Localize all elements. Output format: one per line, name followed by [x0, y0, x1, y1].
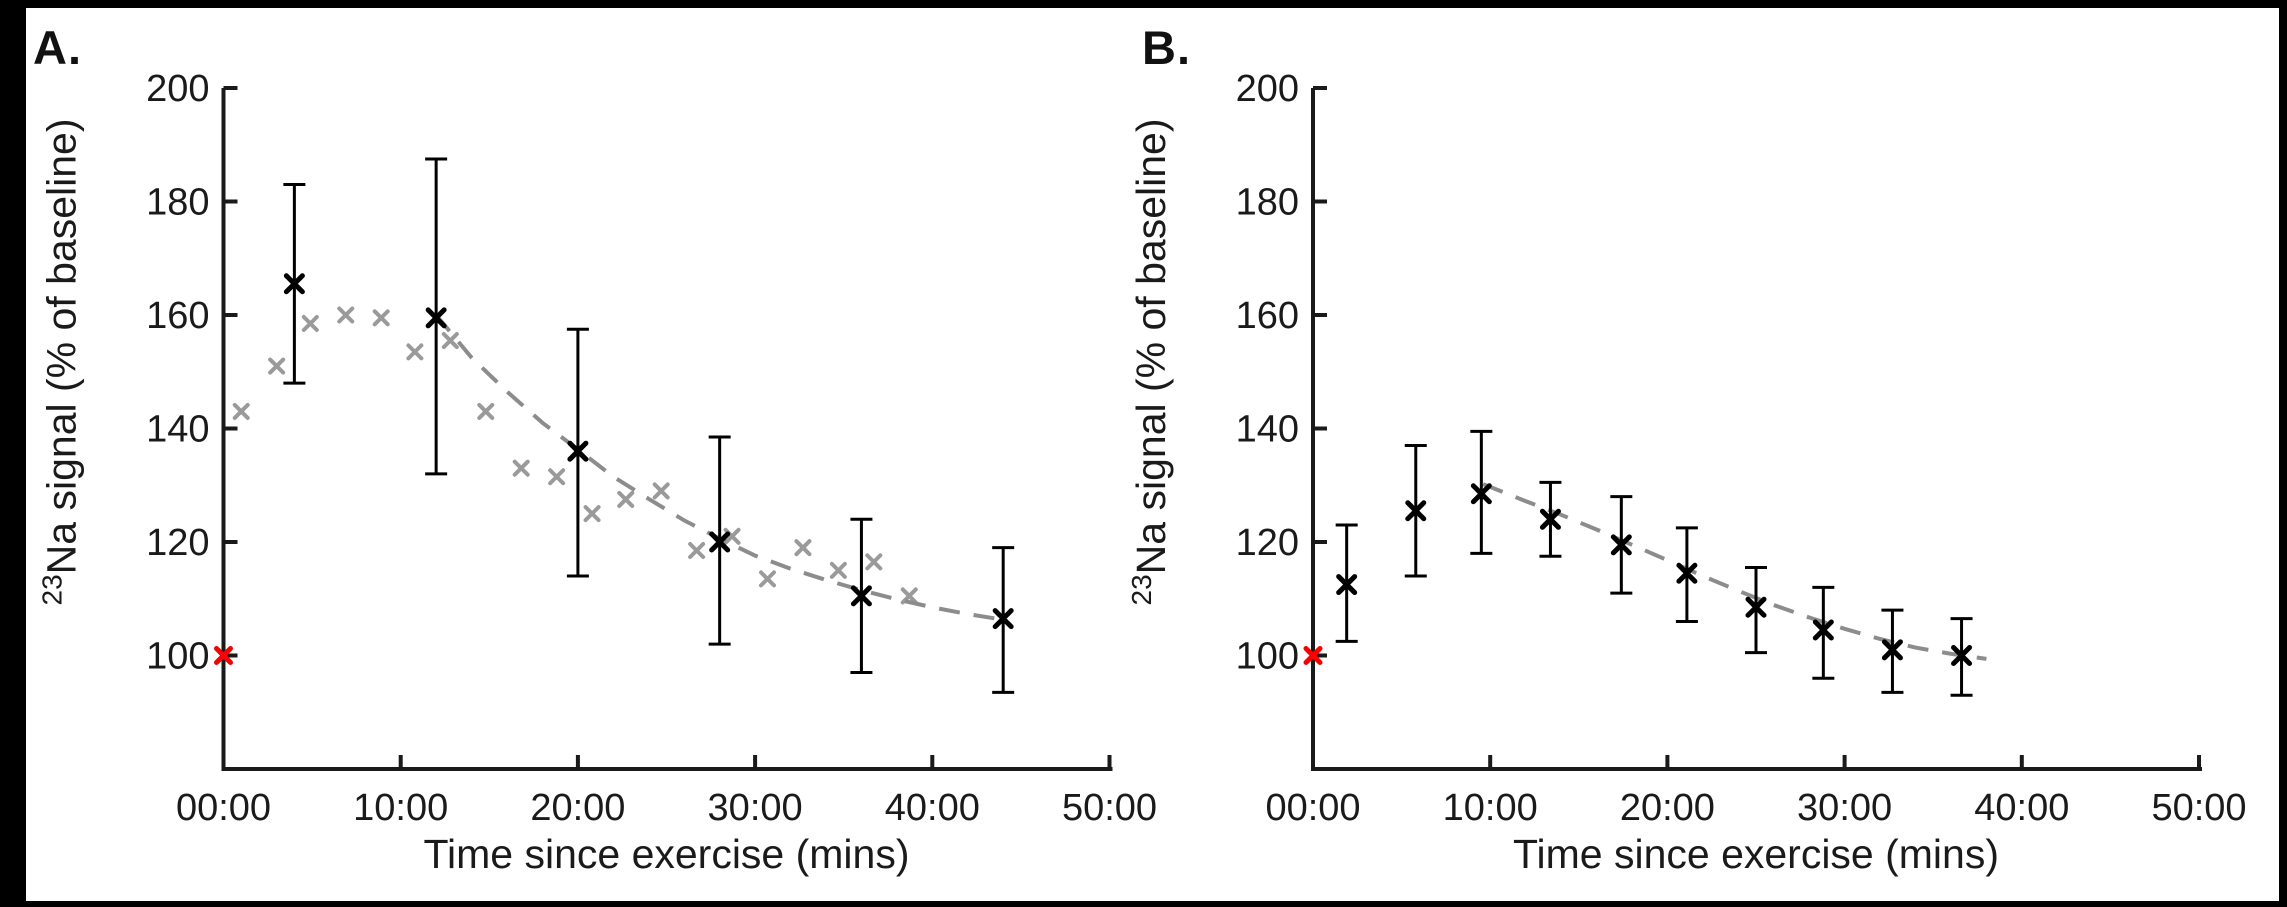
individual-scan-marker: [829, 561, 847, 579]
x-tick-label: 10:00: [353, 787, 448, 829]
mean-marker: [1610, 534, 1632, 556]
individual-scan-marker: [652, 482, 670, 500]
individual-scan-marker: [759, 570, 777, 588]
individual-scan-marker: [477, 402, 495, 420]
mean-marker: [1951, 645, 1973, 666]
y-tick-label: 200: [1236, 68, 1299, 110]
mean-marker: [1405, 500, 1427, 522]
individual-scan-marker: [617, 490, 635, 508]
x-tick-label: 00:00: [1265, 787, 1360, 829]
individual-scan-marker: [688, 542, 706, 560]
mean-marker: [1881, 639, 1903, 661]
panel-b-label: B.: [1142, 21, 1191, 74]
mean-marker: [425, 307, 447, 329]
mean-marker: [1539, 508, 1561, 530]
mean-marker: [1470, 483, 1492, 505]
x-axis-label: Time since exercise (mins): [423, 831, 909, 877]
panel-b: 100 120 140 160 180 200 00:00 10:00 20:00 30:00 40…: [1126, 68, 2247, 877]
y-tick-label: 120: [146, 522, 209, 564]
individual-scan-marker: [865, 553, 883, 571]
individual-scan-marker: [794, 539, 812, 557]
x-tick-label: 40:00: [1974, 787, 2069, 829]
individual-scan-marker: [337, 306, 355, 324]
individual-scan-marker: [372, 309, 390, 327]
figure-background: [26, 8, 2279, 901]
panel-a-label: A.: [33, 21, 82, 74]
individual-scan-marker: [232, 402, 250, 420]
individual-scan-marker: [548, 468, 566, 486]
y-tick-label: 200: [146, 68, 209, 110]
individual-scan-marker: [900, 587, 918, 605]
y-tick-label: 100: [146, 636, 209, 678]
x-tick-label: 10:00: [1443, 787, 1538, 829]
mean-marker: [1745, 596, 1767, 618]
y-tick-label: 140: [1236, 409, 1299, 451]
x-tick-label: 50:00: [2151, 787, 2246, 829]
mean-marker: [709, 531, 731, 553]
x-axis-label: Time since exercise (mins): [1513, 831, 1999, 877]
mean-marker: [1812, 619, 1834, 641]
x-tick-label: 50:00: [1062, 787, 1157, 829]
x-tick-label: 30:00: [708, 787, 803, 829]
individual-scan-marker: [406, 343, 424, 361]
panel-a: 100 120 140 160 180 200 00:00 10:00 20:00 30:00 40…: [37, 68, 1158, 877]
y-tick-label: 180: [1236, 182, 1299, 224]
y-tick-label: 100: [1236, 636, 1299, 678]
individual-scan-marker: [583, 505, 601, 523]
y-tick-label: 120: [1236, 522, 1299, 564]
y-axis-label: 23Na signal (% of baseline): [37, 119, 85, 606]
y-tick-label: 160: [146, 295, 209, 337]
y-tick-label: 160: [1236, 295, 1299, 337]
mean-marker: [283, 273, 305, 295]
x-tick-label: 40:00: [885, 787, 980, 829]
x-tick-label: 00:00: [176, 787, 271, 829]
x-tick-label: 20:00: [530, 787, 625, 829]
individual-scan-marker: [512, 459, 530, 477]
mean-marker: [1676, 562, 1698, 584]
mean-marker: [567, 440, 589, 462]
y-tick-label: 140: [146, 409, 209, 451]
mean-marker: [992, 608, 1014, 630]
x-tick-label: 20:00: [1620, 787, 1715, 829]
y-axis-label: 23Na signal (% of baseline): [1126, 119, 1174, 606]
individual-scan-marker: [268, 357, 286, 375]
individual-scan-marker: [301, 315, 319, 333]
y-tick-label: 180: [146, 182, 209, 224]
baseline-marker: [214, 646, 233, 665]
mean-marker: [850, 585, 872, 607]
mean-marker: [1336, 574, 1358, 596]
individual-scan-marker: [441, 332, 459, 350]
baseline-marker: [1303, 646, 1323, 665]
x-tick-label: 30:00: [1797, 787, 1892, 829]
